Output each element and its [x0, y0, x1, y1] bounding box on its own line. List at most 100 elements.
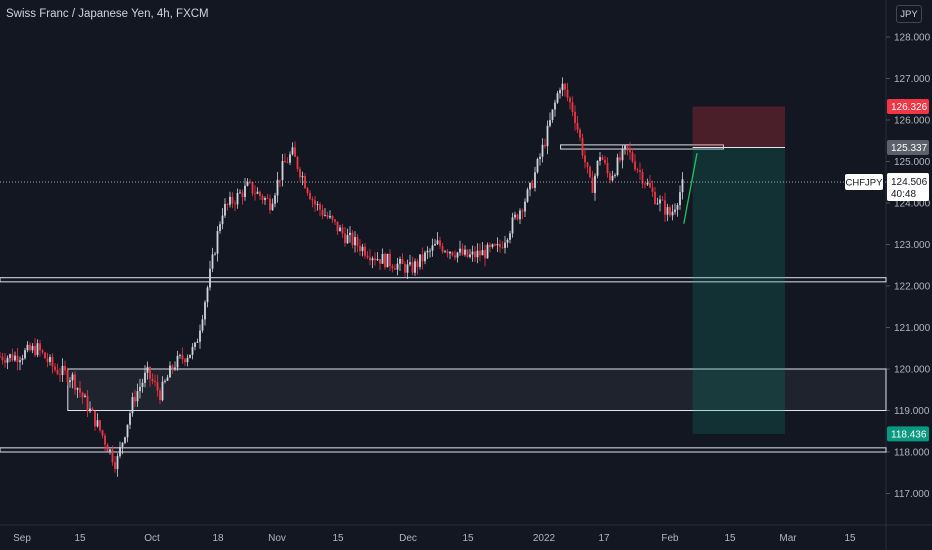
candle-body — [554, 102, 556, 110]
price-tick-label: 124.000 — [894, 199, 931, 210]
candle-body — [311, 199, 314, 201]
candle-body — [589, 166, 591, 178]
candle-body — [11, 354, 14, 361]
candle-body — [356, 237, 359, 246]
candle-body — [31, 345, 34, 351]
candle-body — [434, 244, 436, 246]
candle-body — [4, 360, 6, 363]
candle-body — [159, 390, 161, 401]
candle-body — [661, 199, 664, 201]
candle-body — [231, 196, 234, 204]
candle-body — [459, 248, 461, 253]
candle-body — [296, 156, 299, 169]
candle-body — [271, 203, 274, 211]
candle-body — [546, 125, 549, 147]
candle-body — [134, 397, 136, 402]
candle-body — [446, 251, 449, 254]
candle-body — [476, 250, 479, 258]
demand-zone-box — [67, 368, 887, 411]
candle-body — [521, 210, 524, 212]
candle-body — [466, 249, 469, 257]
currency-button[interactable]: JPY — [896, 5, 922, 23]
price-label-bg — [887, 98, 929, 114]
price-label: 118.436 — [891, 429, 927, 440]
candle-body — [534, 172, 536, 188]
candle-body — [411, 262, 414, 273]
candle-body — [501, 247, 504, 248]
candle-body — [569, 97, 571, 103]
last-price-label: 124.506 — [891, 177, 928, 188]
candle-body — [206, 287, 209, 303]
price-tick-label: 120.000 — [894, 365, 931, 376]
candle-body — [659, 199, 661, 204]
time-tick-label: Oct — [144, 533, 160, 544]
candle-body — [129, 413, 131, 425]
candle-body — [346, 234, 349, 244]
candle-body — [386, 253, 389, 268]
candle-body — [669, 207, 671, 216]
candle-body — [204, 302, 206, 320]
candle-body — [61, 365, 64, 375]
candle-body — [106, 444, 109, 452]
candle-body — [639, 170, 641, 173]
candle-body — [246, 181, 249, 186]
candle-body — [334, 219, 336, 222]
candle-body — [174, 367, 176, 369]
candle-body — [194, 342, 196, 347]
candle-body — [439, 240, 441, 246]
last-price-label-bg — [887, 173, 929, 202]
time-tick-label: 15 — [462, 533, 474, 544]
time-tick-label: Nov — [268, 533, 286, 544]
candle-body — [66, 370, 69, 382]
candle-body — [329, 215, 331, 218]
candle-body — [306, 188, 309, 194]
candle-body — [399, 258, 401, 264]
candle-body — [414, 261, 416, 273]
candle-body — [541, 144, 544, 157]
candle-body — [444, 251, 446, 253]
candle-body — [376, 259, 379, 261]
candle-body — [394, 268, 396, 270]
horizontal-level-zone — [0, 447, 887, 453]
candle-body — [166, 377, 169, 381]
candle-body — [524, 201, 526, 212]
candle-body — [409, 262, 411, 265]
candle-body — [419, 254, 421, 267]
candle-body — [86, 395, 89, 412]
candle-body — [284, 161, 286, 163]
candle-body — [591, 177, 594, 193]
candle-body — [576, 122, 579, 130]
candle-body — [184, 359, 186, 363]
candle-body — [651, 187, 654, 192]
candle-body — [374, 258, 376, 261]
candle-body — [126, 424, 129, 438]
candle-body — [81, 392, 84, 398]
candle-body — [404, 263, 406, 273]
candle-body — [21, 358, 24, 361]
candle-body — [14, 355, 16, 361]
candle-body — [626, 145, 629, 149]
candle-body — [321, 209, 324, 216]
candle-body — [369, 257, 371, 261]
candle-body — [104, 435, 106, 445]
candle-body — [551, 109, 554, 121]
candle-body — [609, 173, 611, 181]
candle-body — [186, 357, 189, 363]
candle-body — [601, 157, 604, 160]
candle-body — [584, 155, 586, 163]
candle-body — [556, 93, 559, 103]
candle-body — [666, 207, 669, 215]
candle-body — [9, 354, 11, 358]
candle-body — [139, 386, 141, 392]
candle-body — [454, 255, 456, 258]
candle-body — [344, 233, 346, 244]
candle-body — [96, 420, 99, 427]
candle-body — [579, 129, 581, 138]
candle-body — [606, 162, 609, 174]
candle-body — [304, 176, 306, 189]
candle-body — [649, 182, 651, 188]
candle-body — [41, 350, 44, 353]
price-label-bg — [887, 426, 929, 442]
candle-body — [39, 343, 41, 351]
